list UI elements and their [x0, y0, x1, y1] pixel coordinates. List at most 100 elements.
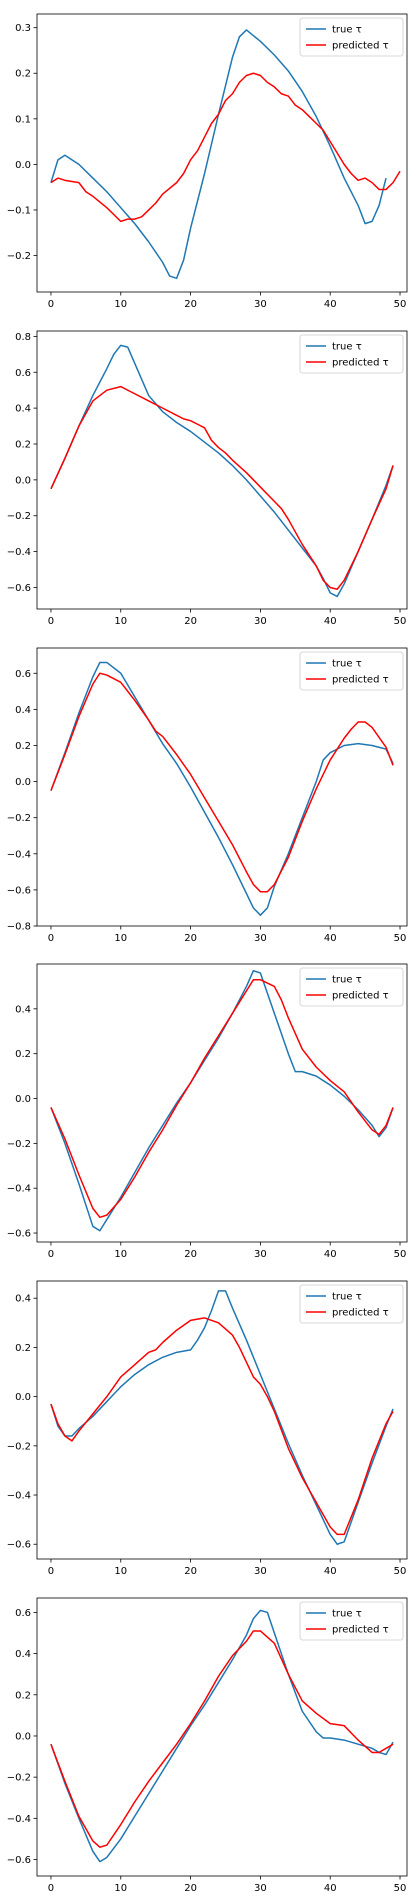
- legend: true τ predicted τ: [299, 1284, 404, 1324]
- x-tick-label: 40: [324, 616, 337, 627]
- y-tick-label: −0.4: [7, 1184, 31, 1195]
- y-tick-label: 0.0: [15, 160, 31, 171]
- y-tick-label: −0.2: [7, 813, 31, 824]
- x-tick-label: 50: [394, 616, 407, 627]
- legend-box: [299, 967, 404, 1007]
- predicted-tau-line: [50, 1630, 394, 1848]
- y-tick-label: 0.6: [15, 1608, 31, 1619]
- x-tick-label: 40: [324, 1566, 337, 1577]
- y-tick-label: 0.2: [15, 1343, 31, 1354]
- y-tick-label: 0.2: [15, 1050, 31, 1061]
- y-tick-label: 0.4: [15, 1005, 31, 1016]
- legend-pred-label: predicted τ: [332, 674, 389, 685]
- x-tick-label: 20: [184, 616, 197, 627]
- legend-box: [299, 334, 404, 374]
- y-tick-label: 0.2: [15, 439, 31, 450]
- x-tick-label: 40: [324, 299, 337, 310]
- x-tick-label: 30: [254, 616, 267, 627]
- x-tick-label: 0: [48, 299, 54, 310]
- x-tick-label: 50: [394, 299, 407, 310]
- x-tick-label: 50: [394, 1249, 407, 1260]
- y-tick-label: −0.6: [7, 1855, 31, 1866]
- plot-frame: [36, 647, 408, 926]
- x-tick-label: 40: [324, 1883, 337, 1894]
- chart-panel-4: 0 10 20 30 40 50 −0.6 −0.4 −0.2 0.0 0.2 0.4 true τ pr…: [7, 963, 408, 1260]
- x-tick-label: 30: [254, 1883, 267, 1894]
- y-tick-label: 0.0: [15, 1731, 31, 1742]
- legend: true τ predicted τ: [299, 1601, 404, 1641]
- y-tick-label: −0.4: [7, 547, 31, 558]
- legend-true-label: true τ: [332, 25, 362, 36]
- x-tick-label: 0: [48, 933, 54, 944]
- chart-panel-5: 0 10 20 30 40 50 −0.6 −0.4 −0.2 0.0 0.2 0.4 true τ pr…: [7, 1280, 408, 1577]
- x-tick-label: 20: [184, 1249, 197, 1260]
- legend-pred-label: predicted τ: [332, 357, 389, 368]
- y-tick-label: 0.4: [15, 704, 31, 715]
- legend-pred-label: predicted τ: [332, 991, 389, 1002]
- x-tick-label: 30: [254, 933, 267, 944]
- y-tick-label: 0.6: [15, 668, 31, 679]
- plot-frame: [36, 13, 408, 293]
- true-tau-line: [50, 1609, 394, 1863]
- y-tick-label: −0.8: [7, 921, 31, 932]
- y-tick-label: −0.2: [7, 251, 31, 262]
- legend-pred-label: predicted τ: [332, 1308, 389, 1319]
- x-tick-label: 30: [254, 1249, 267, 1260]
- plot-frame: [36, 1597, 408, 1877]
- y-tick-label: −0.6: [7, 1540, 31, 1551]
- y-tick-label: 0.0: [15, 1392, 31, 1403]
- chart-panel-1: 0 10 20 30 40 50 −0.2 −0.1 0.0 0.1 0.2 0.3 true τ pre…: [7, 13, 408, 310]
- y-tick-label: 0.2: [15, 69, 31, 80]
- y-tick-label: 0.2: [15, 741, 31, 752]
- legend-true-label: true τ: [332, 341, 362, 352]
- y-tick-label: 0.4: [15, 1294, 31, 1305]
- x-tick-label: 20: [184, 933, 197, 944]
- true-tau-line: [50, 29, 387, 280]
- y-tick-label: 0.2: [15, 1690, 31, 1701]
- y-tick-label: 0.6: [15, 368, 31, 379]
- x-tick-label: 0: [48, 1883, 54, 1894]
- x-tick-label: 50: [394, 1566, 407, 1577]
- x-tick-label: 10: [114, 1883, 127, 1894]
- legend-box: [299, 651, 404, 690]
- legend-box: [299, 1284, 404, 1324]
- predicted-tau-line: [50, 385, 394, 590]
- y-tick-label: −0.2: [7, 511, 31, 522]
- x-tick-label: 0: [48, 1566, 54, 1577]
- chart-panel-6: 0 10 20 30 40 50 −0.6 −0.4 −0.2 0.0 0.2 0.4 0.6 true …: [7, 1597, 408, 1894]
- predicted-tau-line: [50, 72, 401, 223]
- y-tick-label: −0.4: [7, 1814, 31, 1825]
- x-tick-label: 40: [324, 933, 337, 944]
- legend-box: [299, 17, 404, 57]
- true-tau-line: [50, 970, 394, 1232]
- y-tick-label: 0.8: [15, 332, 31, 343]
- x-tick-label: 50: [394, 1883, 407, 1894]
- y-tick-label: 0.4: [15, 1649, 31, 1660]
- legend: true τ predicted τ: [299, 967, 404, 1007]
- x-tick-label: 10: [114, 616, 127, 627]
- plot-frame: [36, 963, 408, 1243]
- legend-true-label: true τ: [332, 1292, 362, 1303]
- x-tick-label: 40: [324, 1249, 337, 1260]
- true-tau-line: [50, 1290, 394, 1546]
- x-tick-label: 0: [48, 1249, 54, 1260]
- y-tick-label: 0.0: [15, 777, 31, 788]
- x-tick-label: 30: [254, 1566, 267, 1577]
- x-tick-label: 10: [114, 299, 127, 310]
- y-tick-label: 0.1: [15, 114, 31, 125]
- y-tick-label: 0.3: [15, 23, 31, 34]
- x-tick-label: 0: [48, 616, 54, 627]
- predicted-tau-line: [50, 979, 394, 1219]
- y-tick-label: −0.4: [7, 1491, 31, 1502]
- y-tick-label: −0.6: [7, 885, 31, 896]
- x-tick-label: 50: [394, 933, 407, 944]
- legend-box: [299, 1601, 404, 1641]
- y-tick-label: 0.0: [15, 1094, 31, 1105]
- legend-pred-label: predicted τ: [332, 41, 389, 52]
- x-tick-label: 10: [114, 1249, 127, 1260]
- x-tick-label: 20: [184, 1566, 197, 1577]
- y-tick-label: −0.2: [7, 1139, 31, 1150]
- x-tick-label: 20: [184, 299, 197, 310]
- y-tick-label: −0.1: [7, 205, 31, 216]
- y-tick-label: −0.6: [7, 583, 31, 594]
